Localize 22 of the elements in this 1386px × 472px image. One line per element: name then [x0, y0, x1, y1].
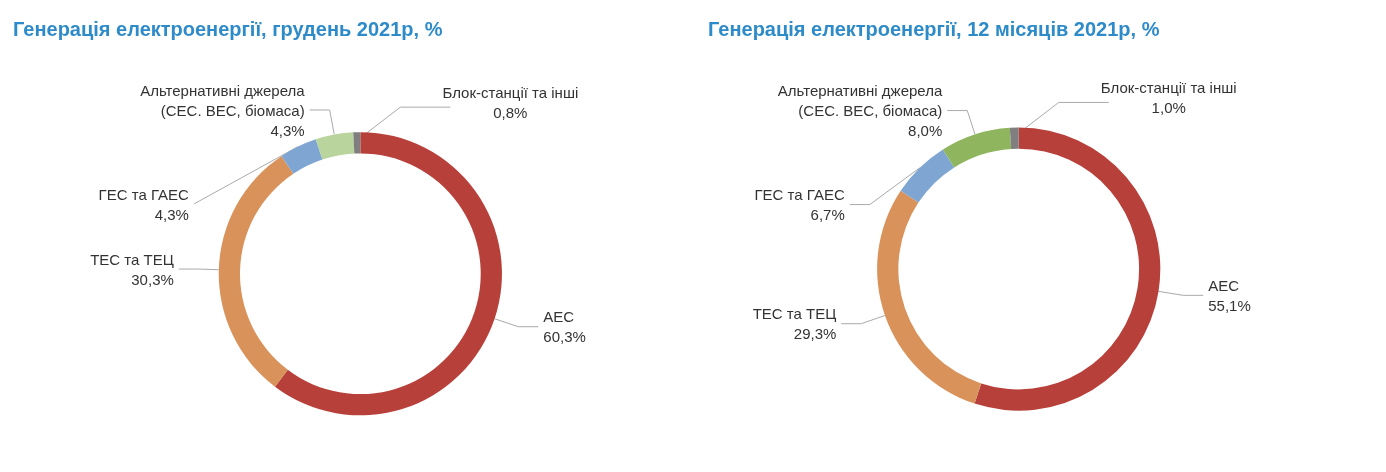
data-label: 4,3%: [154, 205, 189, 223]
slice-label: ТЕС та ТЕЦ: [752, 305, 837, 323]
slice-label: ТЕС та ТЕЦ: [90, 250, 174, 268]
slice-label: ГЕС та ГАЕС: [98, 185, 190, 203]
slice-label: Блок-станції та інші: [1100, 78, 1237, 96]
slice-label: Альтернативні джерела (СЕС. ВЕС, біомаса): [140, 81, 306, 119]
data-label: 60,3%: [543, 328, 586, 346]
chart-title: Генерація електроенергії, 12 місяців 2021р, %: [708, 18, 1160, 40]
slice-label: АЕС: [543, 308, 575, 326]
data-label: 55,1%: [1208, 296, 1251, 314]
chart-title: Генерація електроенергії, грудень 2021р, %: [13, 18, 443, 40]
slice-label: Альтернативні джерела (СЕС. ВЕС, біомаса): [777, 82, 943, 120]
data-label: 6,7%: [810, 206, 845, 224]
data-label: 4,3%: [270, 121, 305, 139]
data-label: 8,0%: [908, 122, 943, 140]
data-label: 29,3%: [793, 325, 837, 343]
data-label: 30,3%: [131, 270, 174, 288]
slice-label: Блок-станції та інші: [442, 83, 579, 101]
data-label: 1,0%: [1151, 98, 1186, 116]
slice-label: ГЕС та ГАЕС: [754, 186, 845, 204]
data-label: 0,8%: [493, 103, 528, 121]
slice-label: АЕС: [1208, 276, 1240, 294]
